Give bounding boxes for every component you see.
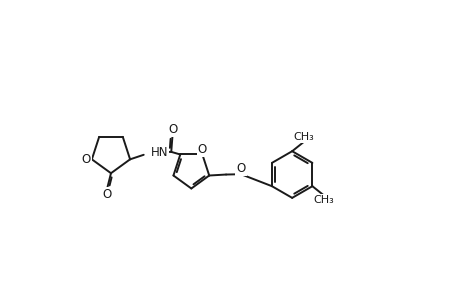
Text: HN: HN (151, 146, 168, 159)
Text: O: O (102, 188, 112, 201)
Text: CH₃: CH₃ (313, 195, 334, 205)
Text: O: O (168, 123, 177, 136)
Text: O: O (197, 143, 207, 156)
Text: O: O (236, 162, 245, 175)
Text: CH₃: CH₃ (293, 132, 313, 142)
Text: O: O (81, 153, 90, 166)
